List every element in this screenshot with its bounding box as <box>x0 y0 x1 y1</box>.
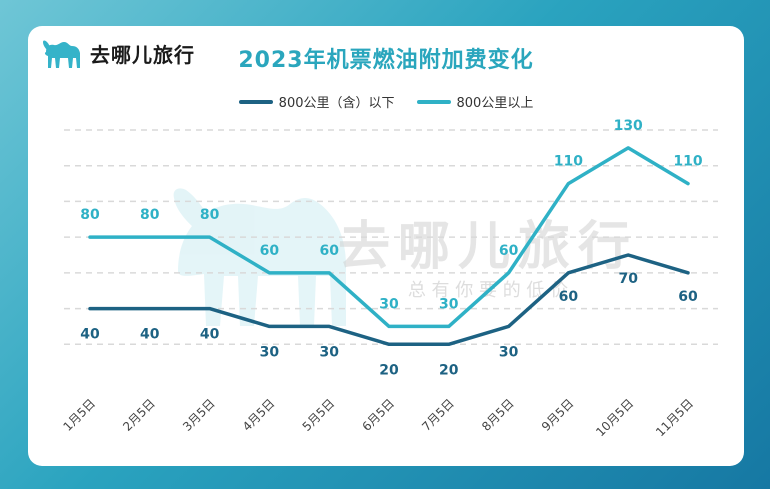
data-label: 30 <box>499 344 519 360</box>
series-lines <box>88 146 690 347</box>
legend-item-above-800: 800公里以上 <box>416 92 534 111</box>
data-label: 60 <box>499 243 519 259</box>
data-label: 60 <box>559 289 579 305</box>
data-label: 60 <box>678 289 698 305</box>
data-labels: 40 40 40 30 30 20 20 30 60 70 60 80 80 80 60 60 30 30 60 11… <box>80 118 703 378</box>
data-label: 40 <box>140 327 160 343</box>
data-label: 30 <box>319 344 339 360</box>
data-label: 40 <box>80 327 100 343</box>
grid-lines <box>64 129 718 346</box>
data-label: 20 <box>379 362 399 378</box>
data-label: 130 <box>614 118 643 134</box>
x-tick-label: 8月5日 <box>479 396 517 434</box>
legend-item-below-800: 800公里（含）以下 <box>238 92 395 111</box>
data-label: 70 <box>618 271 638 287</box>
x-tick-label: 6月5日 <box>359 396 397 434</box>
x-tick-label: 5月5日 <box>300 396 338 434</box>
x-axis-ticks: 1月5日 2月5日 3月5日 4月5日 5月5日 6月5日 7月5日 8月5日 9月5日 10月5… <box>60 396 696 439</box>
brand-logo: 去哪儿旅行 <box>42 36 195 70</box>
legend-swatch-below-800 <box>238 99 273 104</box>
x-tick-label: 4月5日 <box>240 396 278 434</box>
data-label: 30 <box>439 296 459 312</box>
data-label: 60 <box>260 243 280 259</box>
legend-label-above-800: 800公里以上 <box>456 96 534 111</box>
data-label: 110 <box>673 154 702 170</box>
x-tick-label: 9月5日 <box>539 396 577 434</box>
x-tick-label: 10月5日 <box>593 396 636 439</box>
data-label: 30 <box>260 344 280 360</box>
x-tick-label: 11月5日 <box>653 396 696 439</box>
x-tick-label: 3月5日 <box>180 396 218 434</box>
legend-label-below-800: 800公里（含）以下 <box>278 96 395 111</box>
chart-title: 2023年机票燃油附加费变化 <box>238 48 534 73</box>
data-label: 60 <box>319 243 339 259</box>
series-line-below-800 <box>88 253 690 347</box>
data-label: 40 <box>200 327 220 343</box>
chart-legend: 800公里（含）以下 800公里以上 <box>28 92 744 111</box>
watermark-camel-icon <box>173 188 346 326</box>
data-label: 80 <box>80 207 100 223</box>
line-chart: 去哪儿旅行 总 有 你 要 的 低 价 40 40 40 30 30 20 20 30 60 70… <box>60 118 718 439</box>
data-label: 30 <box>379 296 399 312</box>
data-label: 80 <box>140 207 160 223</box>
x-tick-label: 7月5日 <box>419 396 457 434</box>
camel-logo-icon <box>43 40 80 68</box>
series-line-above-800 <box>88 146 690 329</box>
data-label: 110 <box>554 154 583 170</box>
data-label: 20 <box>439 362 459 378</box>
watermark-brand-text: 去哪儿旅行 <box>338 217 638 277</box>
x-tick-label: 1月5日 <box>60 396 98 434</box>
data-label: 80 <box>200 207 220 223</box>
x-tick-label: 2月5日 <box>120 396 158 434</box>
brand-logo-text: 去哪儿旅行 <box>90 42 195 67</box>
legend-swatch-above-800 <box>416 99 451 104</box>
chart-card: 去哪儿旅行 总 有 你 要 的 低 价 40 40 40 30 30 20 20 30 60 70… <box>28 26 744 466</box>
watermark: 去哪儿旅行 总 有 你 要 的 低 价 <box>173 188 638 326</box>
